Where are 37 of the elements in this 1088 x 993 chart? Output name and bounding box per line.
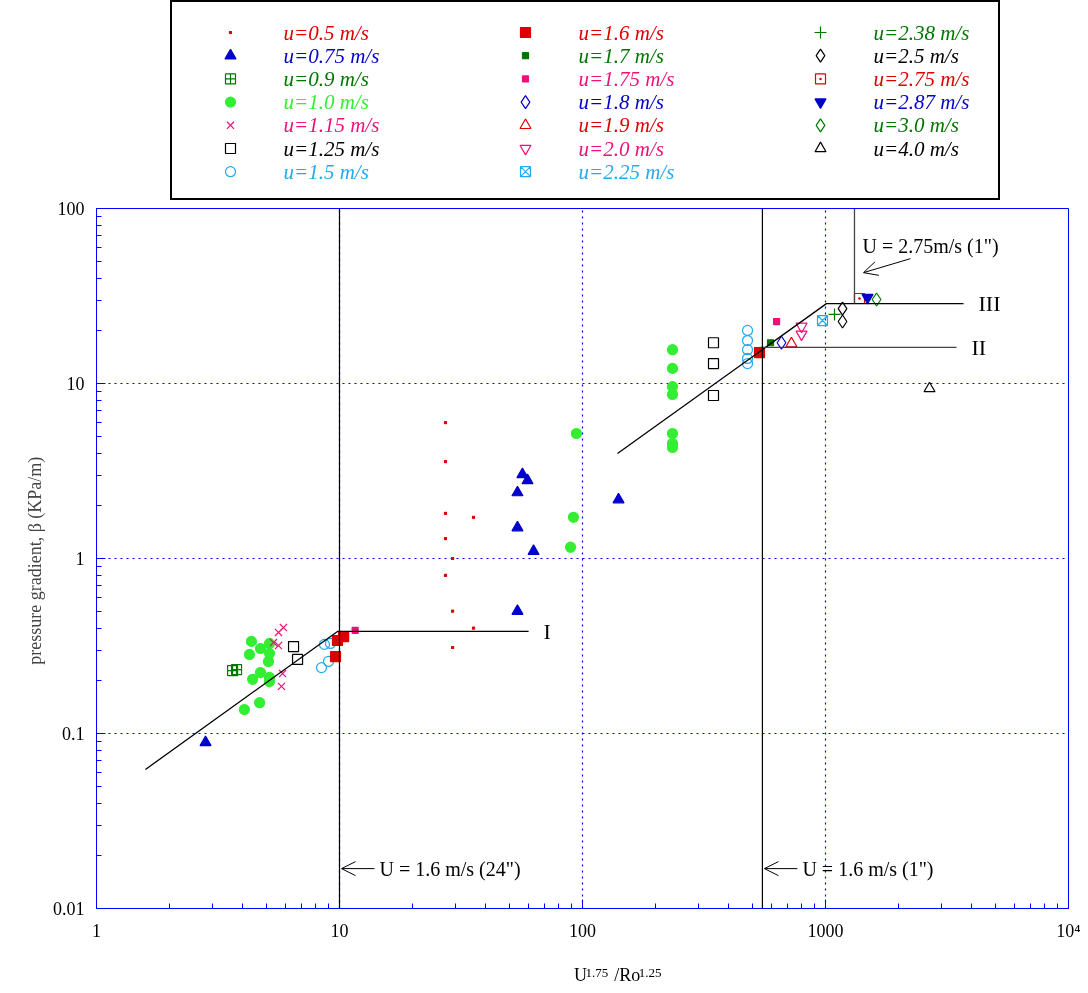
- annotation: I: [543, 618, 551, 644]
- legend-label: u=2.75 m/s: [873, 66, 970, 91]
- x-tick-label: 1000: [807, 920, 844, 941]
- legend-label: u=2.87 m/s: [873, 90, 970, 115]
- legend-label: u=2.38 m/s: [873, 20, 970, 45]
- legend-label: u=2.5 m/s: [873, 43, 959, 68]
- legend-label: u=1.25 m/s: [283, 136, 380, 161]
- legend-label: u=1.6 m/s: [578, 20, 664, 45]
- y-tick-label: 1: [75, 549, 85, 569]
- legend-label: u=0.75 m/s: [283, 43, 380, 68]
- y-tick-label: 0.01: [53, 899, 85, 919]
- x-tick-label: 10: [330, 920, 349, 941]
- legend-label: u=1.5 m/s: [283, 159, 369, 184]
- annotation: U = 1.6 m/s (1"): [802, 857, 934, 881]
- annotation: III: [978, 291, 1001, 317]
- legend-label: u=3.0 m/s: [873, 113, 959, 138]
- legend-label: u=1.7 m/s: [578, 43, 664, 68]
- legend-label: u=1.15 m/s: [283, 113, 380, 138]
- annotation: U = 2.75m/s (1"): [862, 234, 999, 258]
- legend-label: u=2.25 m/s: [578, 159, 675, 184]
- x-tick-label: 10⁴: [1056, 920, 1081, 941]
- legend-label: u=0.9 m/s: [283, 66, 369, 91]
- y-tick-label: 100: [57, 199, 85, 219]
- legend-label: u=1.0 m/s: [283, 90, 369, 115]
- y-tick-label: 10: [66, 374, 85, 394]
- x-tick-label: 1: [92, 920, 101, 941]
- annotation: II: [971, 334, 987, 360]
- annotation: U = 1.6 m/s (24"): [379, 857, 521, 881]
- x-tick-label: 100: [569, 920, 596, 941]
- legend-label: u=2.0 m/s: [578, 136, 664, 161]
- y-tick-label: 0.1: [62, 724, 85, 744]
- y-axis-title: pressure gradient, β (KPa/m): [25, 456, 46, 665]
- legend-label: u=1.9 m/s: [578, 113, 664, 138]
- text: u=0.5 m/s: [283, 20, 369, 45]
- legend-label: u=1.8 m/s: [578, 90, 664, 115]
- legend-label: u=4.0 m/s: [873, 136, 959, 161]
- legend-label: u=1.75 m/s: [578, 66, 675, 91]
